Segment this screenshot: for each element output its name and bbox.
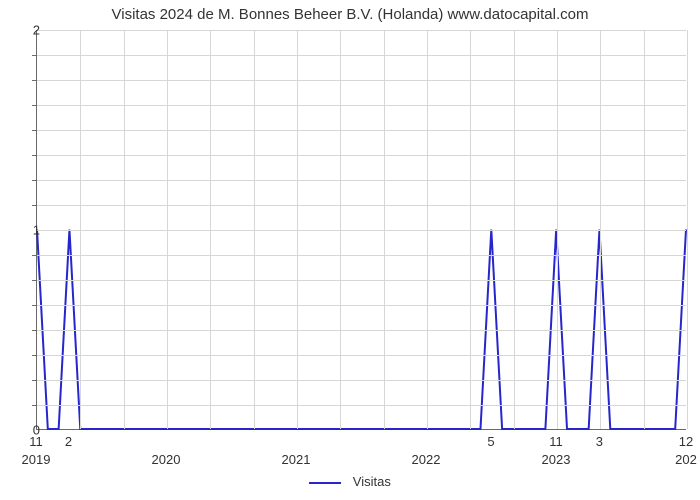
x-year-label: 2022 — [412, 452, 441, 467]
plot-area — [36, 30, 686, 430]
x-month-label: 5 — [487, 434, 494, 449]
gridline-v-minor — [514, 30, 515, 429]
gridline-h-minor — [37, 405, 686, 406]
x-year-label: 2020 — [152, 452, 181, 467]
gridline-v-minor — [644, 30, 645, 429]
gridline-h-minor — [37, 305, 686, 306]
gridline-v-minor — [210, 30, 211, 429]
y-tick-label: 1 — [10, 223, 40, 238]
gridline-h-minor — [37, 105, 686, 106]
gridline-v-minor — [80, 30, 81, 429]
gridline-h-minor — [37, 205, 686, 206]
gridline-v — [297, 30, 298, 429]
gridline-v-minor — [254, 30, 255, 429]
gridline-h — [37, 230, 686, 231]
chart-container: Visitas 2024 de M. Bonnes Beheer B.V. (H… — [0, 0, 700, 500]
x-month-label: 11 — [29, 434, 43, 449]
legend: Visitas — [0, 474, 700, 489]
x-month-label: 2 — [65, 434, 72, 449]
gridline-h-minor — [37, 355, 686, 356]
legend-label: Visitas — [353, 474, 391, 489]
gridline-v-minor — [470, 30, 471, 429]
gridline-h-minor — [37, 330, 686, 331]
legend-swatch — [309, 482, 341, 484]
x-year-label: 202 — [675, 452, 697, 467]
gridline-v-minor — [384, 30, 385, 429]
gridline-v — [427, 30, 428, 429]
gridline-v-minor — [340, 30, 341, 429]
x-month-label: 11 — [549, 434, 563, 449]
gridline-v — [557, 30, 558, 429]
x-year-label: 2021 — [282, 452, 311, 467]
gridline-h-minor — [37, 80, 686, 81]
x-month-label: 12 — [679, 434, 693, 449]
gridline-h-minor — [37, 155, 686, 156]
gridline-h-minor — [37, 180, 686, 181]
gridline-h-minor — [37, 255, 686, 256]
gridline-v — [687, 30, 688, 429]
y-tick-label: 2 — [10, 23, 40, 38]
gridline-h-minor — [37, 130, 686, 131]
gridline-h-minor — [37, 380, 686, 381]
gridline-h-minor — [37, 55, 686, 56]
gridline-h — [37, 30, 686, 31]
gridline-h-minor — [37, 280, 686, 281]
x-month-label: 3 — [596, 434, 603, 449]
gridline-v-minor — [600, 30, 601, 429]
x-year-label: 2023 — [542, 452, 571, 467]
gridline-v — [167, 30, 168, 429]
chart-title: Visitas 2024 de M. Bonnes Beheer B.V. (H… — [0, 6, 700, 23]
gridline-v-minor — [124, 30, 125, 429]
x-year-label: 2019 — [22, 452, 51, 467]
